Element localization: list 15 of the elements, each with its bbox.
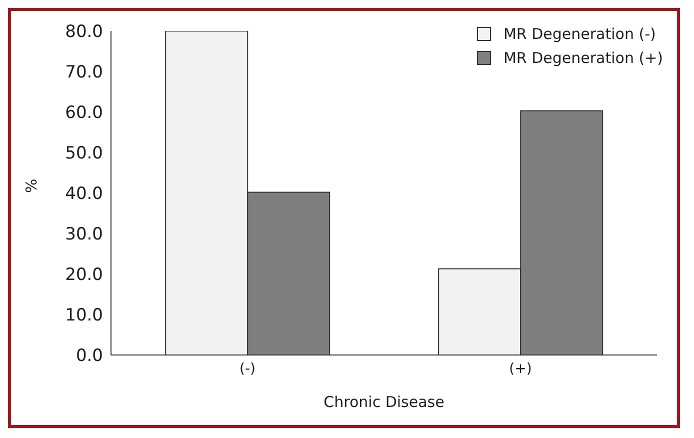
y-tick-label: 30.0: [65, 224, 103, 245]
y-tick-label: 40.0: [65, 184, 103, 204]
legend-label: MR Degeneration (+): [503, 49, 663, 67]
y-tick-label: 70.0: [65, 62, 103, 83]
y-tick-label: 10.0: [65, 306, 103, 326]
legend-label: MR Degeneration (-): [503, 25, 656, 43]
x-tick-label: (+): [509, 360, 532, 377]
y-tick-label: 0.0: [76, 346, 103, 366]
y-tick-label: 80.0: [65, 22, 103, 42]
y-tick-label: 60.0: [65, 103, 103, 124]
x-tick-label: (-): [240, 360, 256, 377]
x-axis-title: Chronic Disease: [324, 393, 444, 411]
y-tick-label: 50.0: [65, 144, 103, 164]
y-axis-title: %: [22, 178, 40, 193]
y-tick-label: 20.0: [65, 265, 103, 286]
